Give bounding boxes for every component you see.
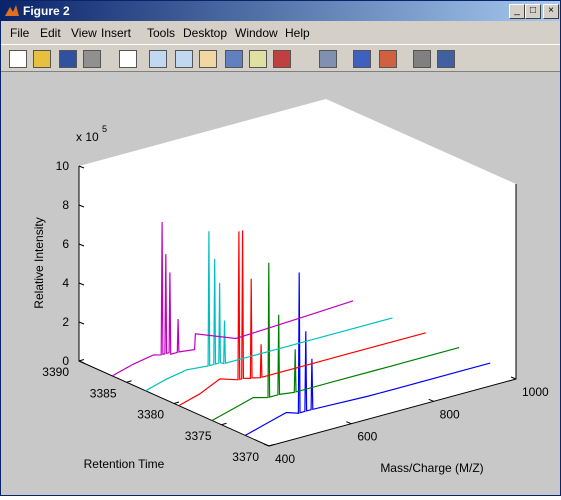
y-tick — [268, 444, 275, 447]
menu-item[interactable]: Edit — [40, 26, 61, 40]
menu-item[interactable]: Insert — [101, 26, 132, 40]
z-tick-label: 0 — [62, 354, 69, 368]
menu-item[interactable]: View — [71, 26, 97, 40]
menu-bar: File Edit View Insert Tools Desktop Window Help — [1, 22, 560, 43]
x-tick-label: 400 — [275, 452, 295, 466]
menu-item[interactable]: File — [10, 26, 30, 40]
toolbar — [1, 44, 560, 72]
maximize-button[interactable]: □ — [525, 4, 541, 19]
y-tick — [126, 380, 132, 383]
toolbar-button[interactable] — [119, 50, 137, 68]
z-tick — [78, 204, 85, 208]
menu-item[interactable]: Help — [285, 26, 310, 40]
minimize-button[interactable]: _ — [509, 4, 525, 19]
y-axis-label: Retention Time — [84, 457, 165, 471]
y-tick — [221, 422, 227, 426]
z-tick-label: 10 — [56, 159, 70, 173]
spectrum-line — [178, 230, 426, 407]
menu-item[interactable]: Desktop — [183, 26, 228, 40]
figure-area: 0 2 4 6 8 10 3370 3375 3380 3385 3390 400 600 800 1000… — [1, 72, 560, 495]
z-axis-label: Relative Intensity — [32, 217, 46, 308]
toolbar-button[interactable] — [83, 50, 101, 68]
toolbar-button[interactable] — [413, 50, 431, 68]
z-tick — [78, 282, 85, 286]
y-tick-label: 3375 — [185, 429, 212, 443]
y-tick — [78, 359, 85, 362]
z-tick — [78, 165, 85, 169]
x-tick — [263, 443, 270, 447]
x-tick-label: 600 — [357, 430, 377, 444]
toolbar-button[interactable] — [59, 50, 77, 68]
chart: 0 2 4 6 8 10 3370 3375 3380 3385 3390 400 600 800 1000… — [32, 99, 549, 475]
z-tick — [78, 321, 85, 325]
toolbar-button[interactable] — [175, 50, 193, 68]
toolbar-button[interactable] — [319, 50, 337, 68]
z-tick-label: 6 — [62, 237, 69, 251]
toolbar-button[interactable] — [9, 50, 27, 68]
z-tick — [78, 360, 85, 364]
y-tick-label: 3385 — [90, 386, 117, 400]
y-tick — [173, 401, 180, 404]
x-tick — [346, 421, 352, 425]
spectrum-line — [145, 231, 393, 392]
title-bar: Figure 2 _ □ × — [1, 1, 560, 21]
window-title: Figure 2 — [23, 4, 70, 18]
z-tick-label: 2 — [62, 315, 69, 329]
app-icon — [5, 5, 19, 16]
y-tick-label: 3370 — [232, 450, 259, 464]
z-multiplier: x 10 — [76, 130, 99, 144]
toolbar-button[interactable] — [437, 50, 455, 68]
z-tick-label: 8 — [62, 198, 69, 212]
toolbar-button[interactable] — [33, 50, 51, 68]
toolbar-button[interactable] — [353, 50, 371, 68]
y-tick-label: 3380 — [137, 408, 164, 422]
x-tick-label: 1000 — [522, 385, 549, 399]
toolbar-button[interactable] — [149, 50, 167, 68]
toolbar-button[interactable] — [379, 50, 397, 68]
axes-background — [79, 99, 516, 446]
toolbar-button[interactable] — [225, 50, 243, 68]
z-tick-label: 4 — [62, 276, 69, 290]
toolbar-button[interactable] — [273, 50, 291, 68]
spectrum-line — [112, 221, 354, 377]
x-tick-label: 800 — [440, 407, 460, 421]
x-axis-label: Mass/Charge (M/Z) — [380, 461, 483, 475]
spectrum-line — [211, 262, 460, 422]
spectrum-line — [245, 272, 491, 436]
menu-item[interactable]: Tools — [147, 26, 176, 40]
x-tick — [428, 398, 434, 402]
toolbar-button[interactable] — [199, 50, 217, 68]
close-button[interactable]: × — [543, 4, 559, 19]
z-tick — [78, 243, 85, 247]
y-tick-label: 3390 — [42, 365, 69, 379]
x-tick — [510, 376, 517, 380]
toolbar-button[interactable] — [249, 50, 267, 68]
menu-item[interactable]: Window — [235, 26, 278, 40]
z-exponent: 5 — [102, 124, 107, 134]
